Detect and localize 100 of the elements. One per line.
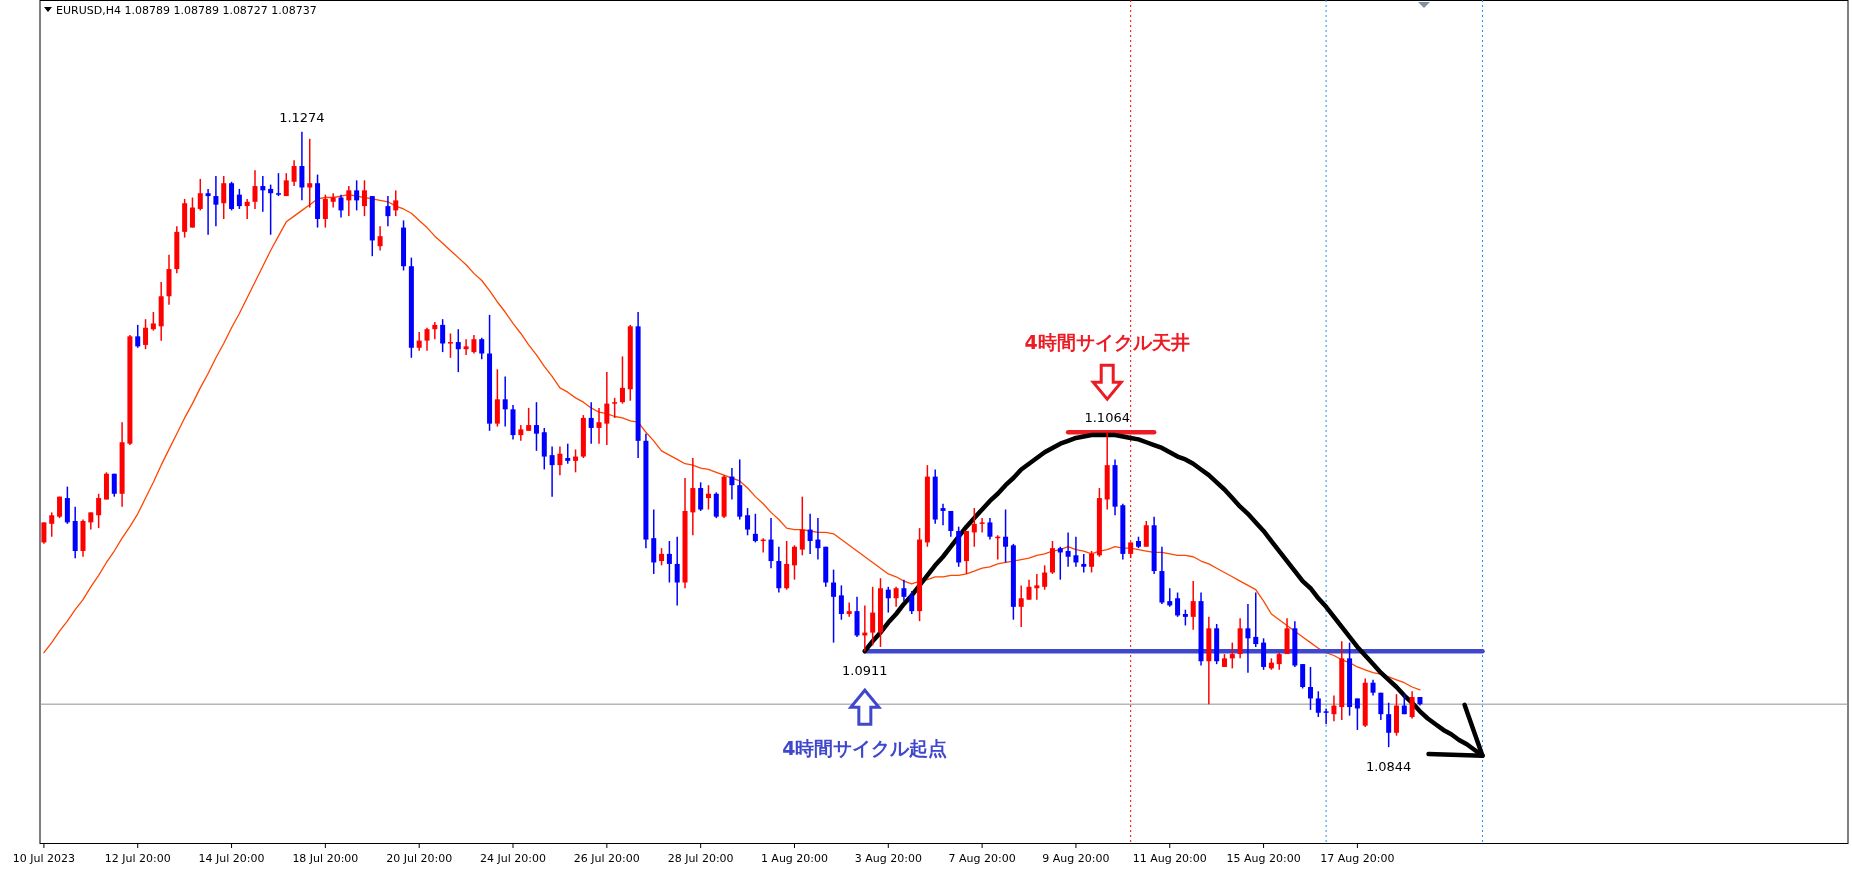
- candlestick: [596, 407, 602, 445]
- x-tick-label: 9 Aug 20:00: [1042, 852, 1110, 865]
- candlestick: [1386, 701, 1392, 748]
- x-tick-label: 24 Jul 20:00: [480, 852, 546, 865]
- candlestick: [377, 225, 383, 252]
- candlestick: [705, 484, 711, 511]
- candlestick: [1167, 587, 1173, 608]
- candlestick: [49, 511, 55, 538]
- candlestick: [1081, 553, 1087, 574]
- candlestick: [1300, 663, 1306, 690]
- candlestick: [307, 138, 313, 209]
- candlestick: [909, 590, 915, 615]
- x-tick-label: 11 Aug 20:00: [1132, 852, 1207, 865]
- candlestick: [831, 568, 837, 644]
- candlestick: [330, 192, 336, 209]
- candlestick: [1307, 666, 1313, 711]
- annotation: 4時間サイクル天井: [1024, 331, 1190, 354]
- candlestick: [885, 586, 891, 614]
- candlestick: [1034, 573, 1040, 601]
- candlestick: [870, 586, 876, 647]
- annotation: 1.1064: [1084, 410, 1130, 426]
- candlestick: [1354, 697, 1360, 731]
- x-tick-label: 7 Aug 20:00: [948, 852, 1016, 865]
- candlestick: [557, 445, 563, 476]
- candlestick: [1229, 641, 1235, 670]
- candlestick: [299, 130, 305, 202]
- candlestick: [893, 586, 899, 608]
- x-tick-label: 15 Aug 20:00: [1226, 852, 1301, 865]
- chart-title: EURUSD,H4 1.08789 1.08789 1.08727 1.08737: [56, 4, 317, 17]
- candlestick: [361, 179, 367, 217]
- candlestick: [322, 193, 328, 229]
- candlestick: [791, 544, 797, 581]
- candlestick: [698, 481, 704, 512]
- candlestick: [189, 196, 195, 229]
- candlestick: [1057, 545, 1063, 581]
- candlestick: [197, 178, 203, 212]
- candlestick: [901, 578, 907, 602]
- candlestick: [745, 507, 751, 537]
- candlestick: [674, 535, 680, 607]
- candlestick: [268, 183, 274, 236]
- candlestick: [346, 185, 352, 217]
- x-tick-label: 14 Jul 20:00: [198, 852, 265, 865]
- candlestick: [1089, 550, 1095, 574]
- candlestick: [588, 401, 594, 445]
- candlestick: [143, 318, 149, 350]
- candlestick: [1073, 535, 1079, 568]
- candlestick: [252, 169, 258, 210]
- annotation: 1.0844: [1365, 759, 1412, 775]
- candlestick: [479, 337, 485, 360]
- candlestick: [604, 371, 610, 446]
- candlestick: [838, 584, 844, 621]
- candlestick: [573, 448, 579, 474]
- candlestick: [440, 318, 446, 353]
- x-tick-label: 18 Jul 20:00: [292, 852, 359, 865]
- candlestick: [502, 375, 508, 428]
- x-tick-label: 1 Aug 20:00: [760, 852, 829, 865]
- candlestick: [948, 510, 954, 538]
- candlestick: [549, 445, 555, 498]
- candlestick: [1026, 578, 1032, 601]
- candlestick: [1065, 531, 1071, 568]
- candlestick: [463, 338, 469, 356]
- candlestick: [1378, 691, 1384, 721]
- x-tick-label: 26 Jul 20:00: [573, 852, 640, 865]
- candlestick: [150, 311, 156, 332]
- candlestick: [1003, 508, 1009, 564]
- candlestick: [236, 188, 242, 210]
- candlestick: [338, 193, 344, 219]
- candlestick: [971, 507, 977, 548]
- candlestick: [260, 175, 266, 213]
- candlestick: [1143, 520, 1149, 548]
- candlestick: [1042, 564, 1048, 591]
- candlestick: [1315, 690, 1321, 718]
- annotation: 1.0911: [842, 663, 888, 679]
- x-tick-label: 20 Jul 20:00: [386, 852, 453, 865]
- candlestick: [940, 503, 946, 527]
- candlestick: [1331, 694, 1337, 723]
- candlestick: [729, 467, 735, 501]
- candlestick: [213, 175, 219, 227]
- x-tick-label: 17 Aug 20:00: [1320, 852, 1395, 865]
- candlestick: [424, 327, 430, 352]
- candlestick: [752, 513, 758, 544]
- candlestick: [135, 324, 141, 349]
- candlestick: [471, 334, 477, 355]
- candlestick: [385, 195, 391, 227]
- candlestick: [275, 172, 281, 197]
- candlestick: [432, 321, 438, 340]
- candlestick: [987, 517, 993, 541]
- x-tick-label: 3 Aug 20:00: [854, 852, 922, 865]
- annotation: 4時間サイクル起点: [782, 737, 948, 760]
- candlestick: [1323, 707, 1329, 725]
- candlestick: [244, 198, 250, 220]
- candlestick: [1190, 580, 1196, 631]
- candlestick: [1409, 690, 1415, 720]
- candlestick: [612, 397, 618, 419]
- candlestick: [768, 517, 774, 569]
- x-tick-label: 12 Jul 20:00: [104, 852, 171, 865]
- candlestick: [979, 517, 985, 534]
- candlestick: [96, 493, 102, 529]
- x-tick-label: 28 Jul 20:00: [667, 852, 734, 865]
- candlestick: [221, 175, 227, 220]
